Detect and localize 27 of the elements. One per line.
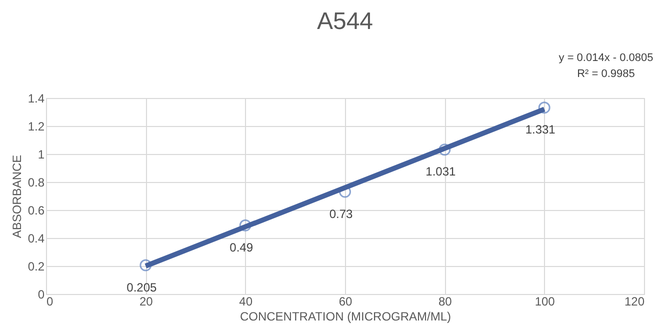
data-label: 0.73 xyxy=(329,206,353,221)
data-label: 0.205 xyxy=(126,280,158,294)
x-tick-label: 20 xyxy=(139,294,154,308)
data-label: 0.49 xyxy=(230,240,254,254)
text: y = 0.014x - 0.0805 xyxy=(558,52,654,64)
point xyxy=(438,144,451,156)
x-tick-label: 100 xyxy=(534,294,556,308)
point xyxy=(538,102,550,114)
x-tick-label: 80 xyxy=(438,294,452,308)
y-tick-label: 1.2 xyxy=(28,120,45,134)
data-label: 1.031 xyxy=(426,164,456,179)
x-tick-label: 60 xyxy=(338,294,352,308)
x-axis-title: CONCENTRATION (MICROGRAM/ML) xyxy=(240,310,452,324)
y-axis-title: ABSORBANCE xyxy=(10,154,24,238)
x-tick-label: 0 xyxy=(46,294,54,308)
y-tick-label: 0.6 xyxy=(28,204,45,218)
data-label: 1.331 xyxy=(525,122,556,137)
y-tick-label: 0.2 xyxy=(28,260,45,274)
x-tick-label: 120 xyxy=(624,294,645,308)
text: R² = 0.9985 xyxy=(577,68,635,80)
x-tick-label: 40 xyxy=(239,294,253,308)
y-tick-label: 1 xyxy=(38,148,45,162)
point xyxy=(140,259,152,272)
y-tick-label: 1.4 xyxy=(28,92,45,106)
y-tick-label: 0.8 xyxy=(28,176,45,190)
y-tick-label: 0.4 xyxy=(28,232,45,246)
chart-title: A544 xyxy=(316,8,374,35)
